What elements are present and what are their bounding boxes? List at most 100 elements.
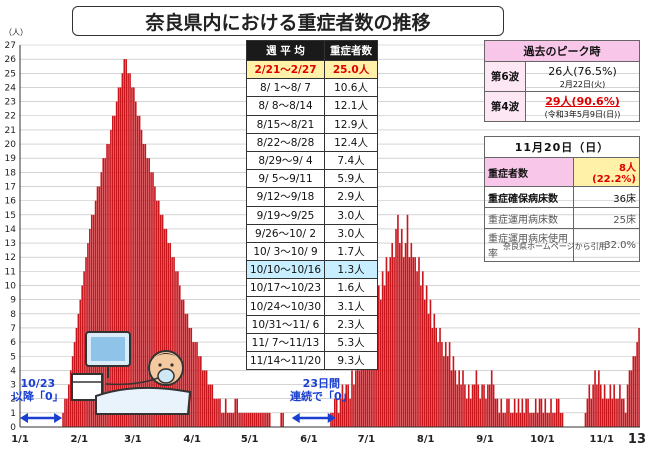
source-note: 奈良県ホームページから引用 (503, 242, 607, 251)
bar (598, 370, 600, 427)
bar (506, 398, 508, 427)
bar (343, 398, 346, 427)
bar (404, 243, 407, 427)
bar (228, 412, 231, 427)
bar (66, 398, 68, 427)
week-header: 週 平 均 (245, 40, 326, 61)
weekly-row: 10/10～10/16 1.3人 (245, 260, 379, 280)
bar (443, 356, 445, 427)
bar (412, 257, 415, 427)
bar (203, 370, 206, 427)
bar (508, 398, 510, 427)
bar (634, 356, 637, 427)
bar (439, 327, 441, 427)
bar (232, 412, 235, 427)
bar (487, 384, 489, 427)
weekly-row: 9/19～9/25 3.0人 (245, 205, 379, 225)
arrow-head (20, 413, 28, 423)
bar (538, 398, 541, 427)
bar (372, 327, 374, 427)
bar (96, 186, 99, 427)
bar (540, 398, 543, 427)
week-range: 2/21～2/27 (245, 59, 326, 80)
weekly-row: 9/ 5～9/11 5.9人 (245, 169, 379, 189)
bar (628, 370, 631, 427)
y-tick-label: 21 (5, 126, 16, 136)
week-count: 2.9人 (324, 187, 379, 207)
bar (510, 412, 512, 427)
week-range: 10/ 3～10/ 9 (245, 241, 326, 262)
bar (548, 412, 550, 427)
week-count: 1.7人 (324, 241, 379, 262)
bar (544, 398, 547, 427)
bar (349, 398, 351, 427)
bar (333, 398, 336, 427)
bar (473, 384, 476, 427)
bar (448, 342, 451, 427)
wave6-date: 2月22日(火) (559, 80, 606, 89)
bar (427, 313, 430, 427)
bar (188, 327, 191, 427)
bar (79, 299, 82, 427)
bar (198, 356, 200, 427)
bar (519, 412, 522, 427)
bar (104, 158, 106, 427)
bar (471, 384, 474, 427)
bar (90, 214, 93, 427)
bar (515, 412, 518, 427)
bar (423, 299, 426, 427)
bar (129, 73, 131, 427)
bar (504, 412, 506, 427)
week-count: 5.9人 (324, 169, 379, 189)
bar (555, 398, 558, 427)
bar (201, 370, 204, 427)
bar (67, 384, 70, 427)
bar (215, 398, 217, 427)
bar (485, 398, 487, 427)
bar (148, 158, 150, 427)
bar (222, 412, 225, 427)
bar (498, 412, 501, 427)
bar (226, 412, 229, 427)
page-title-text: 奈良県内における重症者数の推移 (145, 11, 431, 34)
bar (83, 271, 85, 427)
week-range: 8/29～9/ 4 (245, 150, 326, 171)
bar (244, 412, 246, 427)
bar (347, 384, 349, 427)
bar (429, 299, 432, 427)
week-count: 12.1人 (324, 96, 379, 116)
bar (410, 243, 413, 427)
wave4-value: 29人(90.6%) (545, 95, 620, 108)
bar-series (62, 59, 640, 428)
annotation-arrows (20, 413, 336, 423)
bar (395, 228, 397, 427)
bar (136, 115, 139, 428)
bar (527, 398, 529, 427)
weekly-row: 10/24～10/30 3.1人 (245, 296, 379, 316)
bar (133, 87, 135, 427)
bar (356, 356, 359, 427)
current-status-table: 11月20日（日） 重症者数 8人(22.2%) 重症確保病床数 36床 重症運… (484, 136, 641, 262)
weekly-row: 11/ 7～11/13 5.3人 (245, 332, 379, 353)
y-tick-label: 15 (5, 211, 16, 221)
week-count: 1.6人 (324, 278, 379, 298)
annotation-left-line1: 10/23 (20, 377, 56, 390)
bar (146, 158, 149, 427)
bar (422, 271, 424, 427)
week-range: 8/22～8/28 (245, 132, 326, 152)
bar (259, 412, 261, 427)
bar (364, 342, 367, 427)
bar (452, 356, 455, 427)
bar (112, 115, 114, 428)
bar (488, 384, 491, 427)
bar (213, 398, 216, 427)
x-tick-label: 1/1 (11, 434, 29, 445)
bar (611, 398, 614, 427)
bar (207, 384, 210, 427)
bar (496, 398, 499, 427)
bar (462, 370, 464, 427)
bar (362, 356, 365, 427)
bar (376, 313, 378, 427)
bar (584, 412, 587, 427)
bar (399, 243, 401, 427)
